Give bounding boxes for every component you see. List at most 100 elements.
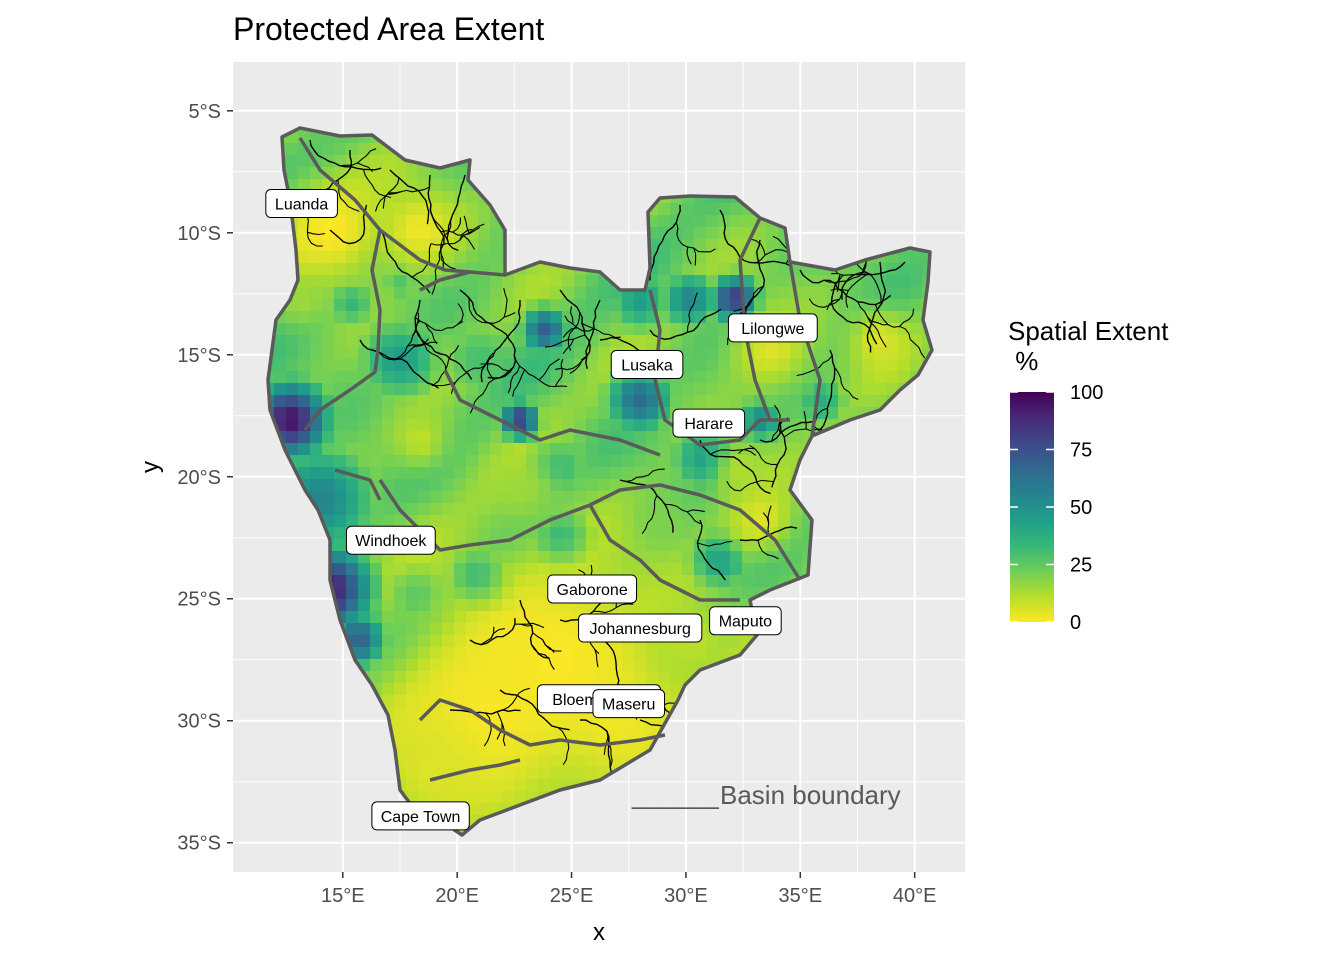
raster-cell — [526, 611, 539, 624]
raster-cell — [730, 587, 743, 600]
raster-cell — [490, 419, 503, 432]
raster-cell — [418, 395, 431, 408]
raster-cell — [406, 299, 419, 312]
raster-cell — [358, 491, 371, 504]
city-name: Maseru — [602, 697, 655, 714]
raster-cell — [574, 719, 587, 732]
raster-cell — [382, 371, 395, 384]
raster-cell — [406, 755, 419, 768]
raster-cell — [898, 251, 911, 264]
raster-cell — [370, 635, 383, 648]
raster-cell — [682, 659, 695, 672]
raster-cell — [418, 227, 431, 240]
raster-cell — [490, 479, 503, 492]
raster-cell — [322, 347, 335, 360]
raster-cell — [562, 515, 575, 528]
raster-cell — [766, 263, 779, 276]
raster-cell — [598, 659, 611, 672]
raster-cell — [550, 635, 563, 648]
raster-cell — [406, 227, 419, 240]
basin-boundary-line — [419, 270, 471, 292]
raster-cell — [694, 239, 707, 252]
raster-cell — [838, 335, 851, 348]
raster-cell — [382, 287, 395, 300]
raster-cell — [382, 203, 395, 216]
y-tick-label: 15°S — [177, 345, 221, 367]
river-line — [395, 319, 421, 360]
raster-cell — [334, 143, 347, 156]
raster-cell — [346, 515, 359, 528]
raster-cell — [502, 647, 515, 660]
river-line — [585, 299, 601, 369]
raster-cell — [466, 551, 479, 564]
raster-cell — [442, 167, 455, 180]
raster-cell — [610, 383, 623, 396]
raster-cell — [514, 287, 527, 300]
raster-cell — [838, 323, 851, 336]
raster-cell — [298, 323, 311, 336]
raster-cell — [790, 359, 803, 372]
raster-cell — [298, 227, 311, 240]
raster-cell — [346, 347, 359, 360]
raster-cell — [454, 551, 467, 564]
raster-cell — [478, 599, 491, 612]
raster-cell — [826, 323, 839, 336]
raster-cell — [622, 659, 635, 672]
raster-cell — [586, 371, 599, 384]
raster-cell — [670, 323, 683, 336]
raster-cell — [442, 491, 455, 504]
raster-cell — [730, 491, 743, 504]
raster-cell — [430, 635, 443, 648]
raster-cell — [826, 371, 839, 384]
raster-cell — [406, 599, 419, 612]
raster-cell — [550, 407, 563, 420]
raster-cell — [586, 755, 599, 768]
raster-cell — [370, 611, 383, 624]
raster-cell — [346, 611, 359, 624]
raster-cell — [742, 407, 755, 420]
raster-cell — [430, 647, 443, 660]
raster-cell — [526, 443, 539, 456]
raster-cell — [478, 695, 491, 708]
raster-cell — [658, 515, 671, 528]
raster-cell — [586, 359, 599, 372]
river-line — [378, 343, 420, 361]
city-name: Lilongwe — [741, 321, 804, 338]
raster-cell — [442, 455, 455, 468]
river-line — [496, 711, 506, 747]
river-line — [819, 349, 836, 431]
raster-cell — [682, 455, 695, 468]
raster-cell — [334, 431, 347, 444]
raster-cell — [646, 575, 659, 588]
raster-cell — [430, 791, 443, 804]
raster-cell — [502, 407, 515, 420]
legend-tick-label: 0 — [1070, 612, 1081, 634]
raster-cell — [346, 179, 359, 192]
raster-cell — [268, 395, 275, 408]
raster-cell — [850, 323, 863, 336]
raster-cell — [502, 623, 515, 636]
raster-cell — [646, 395, 659, 408]
raster-cell — [778, 383, 791, 396]
raster-cell — [298, 347, 311, 360]
y-tick-label: 25°S — [177, 589, 221, 611]
raster-cell — [526, 551, 539, 564]
river-line — [430, 242, 449, 246]
raster-cell — [718, 551, 731, 564]
raster-cell — [574, 467, 587, 480]
raster-cell — [478, 503, 491, 516]
raster-cell — [574, 659, 587, 672]
raster-cell — [742, 527, 755, 540]
raster-cell — [394, 359, 407, 372]
raster-cell — [394, 587, 407, 600]
raster-cell — [442, 395, 455, 408]
raster-cell — [382, 299, 395, 312]
raster-cell — [550, 527, 563, 540]
raster-cell — [418, 323, 431, 336]
river-line — [449, 709, 521, 715]
raster-cell — [298, 167, 311, 180]
raster-cell — [418, 587, 431, 600]
raster-cell — [706, 515, 719, 528]
raster-cell — [622, 515, 635, 528]
